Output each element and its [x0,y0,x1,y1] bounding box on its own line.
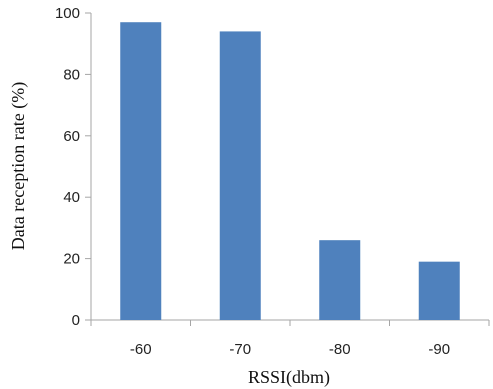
y-tick-label: 40 [63,189,80,206]
y-tick-label: 100 [55,5,80,22]
x-tick-label: -60 [130,341,152,358]
bar [319,240,361,320]
y-tick-label: 80 [63,66,80,83]
x-tick-label: -80 [329,341,351,358]
x-axis-title: RSSI(dbm) [248,367,330,388]
y-axis: 0 20 40 60 80 100 [55,5,91,329]
bar [120,22,162,321]
y-tick-label: 0 [72,312,80,329]
bar [219,31,261,320]
x-axis: -60 -70 -80 -90 [90,320,490,358]
x-tick-label: -70 [229,341,251,358]
y-axis-title: Data reception rate (%) [8,82,29,250]
y-tick-label: 20 [63,251,80,268]
y-tick-label: 60 [63,128,80,145]
bars [120,22,460,321]
x-tick-label: -90 [428,341,450,358]
bar [418,261,460,320]
